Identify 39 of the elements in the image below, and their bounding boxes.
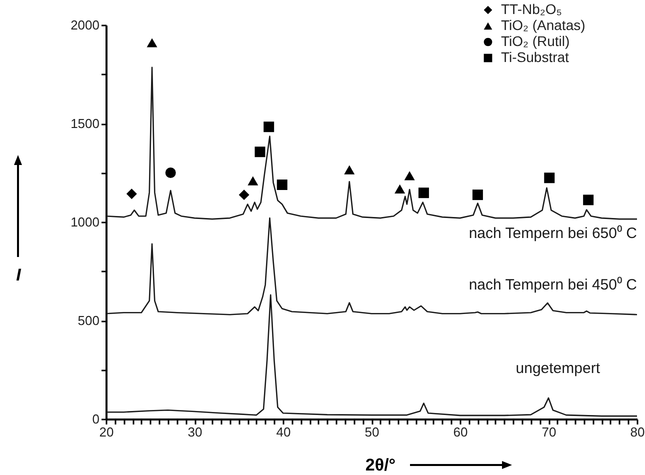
point (264, 122, 274, 132)
x-tick-label: 50 (364, 424, 380, 440)
y-tick-label: 500 (78, 313, 100, 328)
x-tick-label: 20 (99, 424, 114, 440)
point (248, 176, 258, 186)
series-label: nach Tempern bei 450⁰ C (468, 276, 638, 294)
legend-label: Ti-Substrat (501, 49, 570, 65)
y-tick-label: 1500 (70, 116, 100, 131)
legend-label: TiO₂ (Rutil) (501, 33, 570, 49)
point (418, 188, 429, 198)
series-label: nach Tempern bei 650⁰ C (468, 225, 638, 242)
point (544, 172, 555, 184)
x-tick-label: 60 (453, 424, 468, 440)
x-tick-label: 40 (276, 424, 291, 440)
point (583, 194, 594, 206)
legend-label: TT-Nb₂O₅ (501, 1, 562, 17)
point (146, 38, 158, 48)
y-tick-label: 1000 (70, 214, 100, 230)
x-tick-label: 80 (630, 424, 645, 440)
legend-label: TiO₂ (Anatas) (501, 17, 586, 33)
text: ungetempert (516, 360, 601, 378)
x-tick-label: 70 (542, 424, 556, 440)
line-series (106, 217, 637, 316)
point (238, 190, 250, 200)
x-tick-label: 30 (188, 424, 202, 440)
point (394, 184, 406, 194)
y-axis-title: I (16, 266, 22, 284)
point (472, 190, 483, 200)
point (344, 165, 355, 174)
y-tick-label: 2000 (70, 18, 100, 32)
line-series (106, 294, 637, 417)
point (254, 146, 266, 158)
x-axis-title: 2θ/° (365, 456, 396, 474)
point (126, 188, 137, 200)
point (276, 180, 288, 190)
point (404, 171, 415, 180)
point (165, 168, 176, 178)
line-series (106, 66, 637, 220)
y-tick-label: 0 (92, 412, 100, 426)
